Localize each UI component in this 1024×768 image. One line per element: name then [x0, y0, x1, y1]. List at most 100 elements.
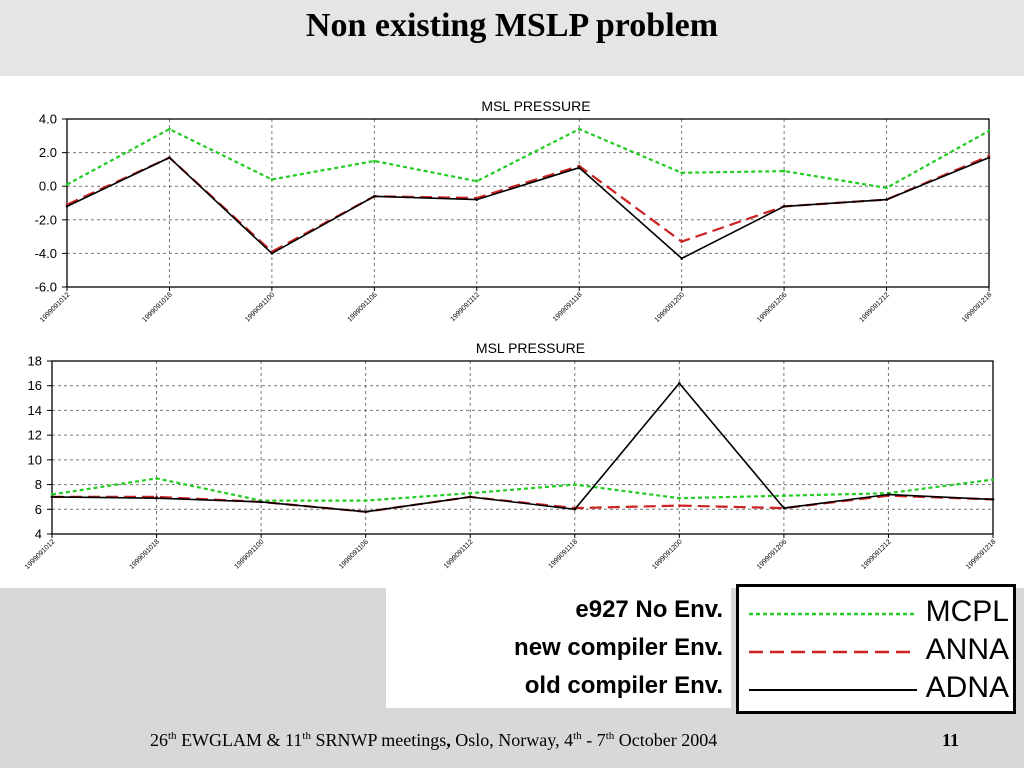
- chart2-xtick-label: 1999091112: [443, 538, 475, 570]
- chart1-point-mcpl: [373, 159, 376, 163]
- chart1-point-adna: [373, 194, 376, 198]
- footer: 26th EWGLAM & 11th SRNWP meetings, Oslo,…: [0, 716, 1024, 768]
- chart2-xtick-label: 1999091018: [128, 538, 161, 571]
- chart1-point-adna: [577, 166, 581, 170]
- chart2-point-mcpl: [155, 477, 158, 480]
- chart1-point-mcpl: [577, 127, 581, 131]
- chart1-xtick-label: 1999091200: [654, 291, 687, 324]
- chart1-xtick-label: 1999091112: [449, 291, 481, 323]
- chart2-point-mcpl: [573, 483, 577, 486]
- chart2-point-anna: [678, 504, 681, 507]
- chart1-title: MSL PRESSURE: [481, 98, 590, 114]
- page-number: 11: [942, 730, 960, 750]
- chart1-point-adna: [680, 257, 683, 260]
- chart2-point-mcpl: [364, 499, 367, 502]
- chart2-ytick-label: 14: [28, 403, 42, 418]
- chart2-ytick-label: 4: [35, 527, 42, 542]
- chart2-point-adna: [259, 500, 263, 504]
- chart1-ytick-label: 2.0: [39, 145, 57, 160]
- chart2-ytick-label: 16: [28, 378, 42, 393]
- chart1-point-mcpl: [168, 127, 171, 131]
- legend-entry-anna: ANNA: [749, 633, 1011, 667]
- footer-text: 26th EWGLAM & 11th SRNWP meetings, Oslo,…: [150, 730, 718, 750]
- legend-label-e927: e927 No Env.: [575, 596, 723, 623]
- legend-name-mcpl: MCPL: [925, 595, 1009, 628]
- msl-pressure-chart-top: MSL PRESSURE 4.0 2.0 0.0 -2.0 -4.0 -6.0 1999091…: [35, 98, 994, 324]
- chart1-ytick-label: 4.0: [39, 112, 57, 127]
- chart2-point-adna: [364, 510, 367, 514]
- chart1-point-adna: [885, 198, 888, 201]
- chart2-xtick-label: 1999091100: [233, 538, 265, 570]
- chart1-xtick-label: 1999091018: [141, 291, 174, 324]
- chart1-point-adna: [168, 156, 171, 159]
- chart1-point-adna: [270, 252, 274, 255]
- chart1-plot-frame: [66, 118, 990, 288]
- chart1-point-adna: [65, 205, 69, 208]
- chart1-xtick-label: 1999091206: [756, 291, 789, 324]
- chart2-point-adna: [782, 506, 786, 510]
- chart1-ytick-label: -2.0: [35, 212, 57, 227]
- chart2-xtick-label: 1999091118: [547, 538, 579, 570]
- chart1-point-mcpl: [987, 129, 991, 133]
- chart1-point-adna: [987, 156, 991, 159]
- chart1-point-anna: [680, 240, 683, 243]
- charts-panel: MSL PRESSURE 4.0 2.0 0.0 -2.0 -4.0 -6.0 1999091…: [0, 76, 1024, 588]
- chart1-point-mcpl: [782, 169, 786, 173]
- legend-label-old-compiler: old compiler Env.: [524, 672, 723, 699]
- chart1-point-mcpl: [680, 171, 683, 175]
- legend-line-adna: [749, 689, 917, 691]
- chart2-title: MSL PRESSURE: [476, 340, 585, 356]
- chart2-point-adna: [468, 495, 472, 499]
- chart2-ytick-label: 18: [28, 354, 42, 369]
- chart1-xtick-label: 1999091218: [961, 291, 994, 324]
- chart2-point-mcpl: [468, 491, 472, 495]
- slide-title: Non existing MSLP problem: [0, 0, 1024, 76]
- chart2-ytick-label: 8: [35, 477, 42, 492]
- chart2-xtick-label: 1999091206: [756, 538, 789, 571]
- chart2-point-mcpl: [782, 494, 786, 497]
- chart2-xtick-label: 1999091200: [651, 538, 684, 571]
- chart1-series-line-adna: [66, 156, 990, 260]
- chart2-xtick-label: 1999091106: [338, 538, 370, 570]
- chart1-series-line-anna: [66, 154, 990, 254]
- legend-line-anna: [749, 650, 917, 654]
- legend-line-mcpl: [749, 612, 917, 616]
- legend: MCPL ANNA ADNA: [736, 584, 1016, 714]
- legend-entry-adna: ADNA: [749, 671, 1011, 705]
- chart2-point-adna: [155, 496, 158, 500]
- chart1-xtick-label: 1999091106: [347, 291, 379, 323]
- chart1-ytick-label: -4.0: [35, 246, 57, 261]
- chart2-point-adna: [991, 498, 995, 501]
- chart1-xtick-label: 1999091100: [244, 291, 276, 323]
- chart1-point-adna: [475, 198, 479, 201]
- chart2-ytick-label: 12: [28, 428, 42, 443]
- chart2-ytick-label: 10: [28, 452, 42, 467]
- chart1-xtick-label: 1999091212: [858, 291, 891, 324]
- chart2-point-mcpl: [678, 496, 681, 500]
- chart2-xtick-label: 1999091218: [965, 538, 998, 571]
- chart2-point-mcpl: [50, 493, 54, 496]
- chart1-series-line-mcpl: [66, 127, 990, 190]
- chart1-point-mcpl: [65, 183, 69, 186]
- legend-entry-mcpl: MCPL: [749, 595, 1011, 629]
- chart2-xtick-label: 1999091012: [24, 538, 57, 571]
- chart1-point-mcpl: [475, 179, 479, 183]
- chart2-point-adna: [50, 495, 54, 499]
- chart1-point-mcpl: [885, 186, 888, 190]
- chart1-ytick-label: 0.0: [39, 179, 57, 194]
- legend-name-anna: ANNA: [925, 633, 1009, 666]
- chart2-series-line-adna: [51, 381, 994, 513]
- chart2-point-adna: [573, 507, 577, 511]
- chart2-series-line-mcpl: [51, 477, 994, 502]
- legend-label-new-compiler: new compiler Env.: [514, 634, 723, 661]
- chart1-point-mcpl: [270, 178, 274, 181]
- chart2-xtick-label: 1999091212: [860, 538, 893, 571]
- chart1-ytick-label: -6.0: [35, 280, 57, 295]
- chart2-point-mcpl: [991, 478, 995, 481]
- chart2-point-adna: [678, 381, 681, 385]
- legend-description: e927 No Env. new compiler Env. old compi…: [386, 588, 731, 708]
- chart1-point-adna: [782, 205, 786, 208]
- legend-name-adna: ADNA: [925, 671, 1009, 704]
- chart2-point-adna: [887, 493, 890, 496]
